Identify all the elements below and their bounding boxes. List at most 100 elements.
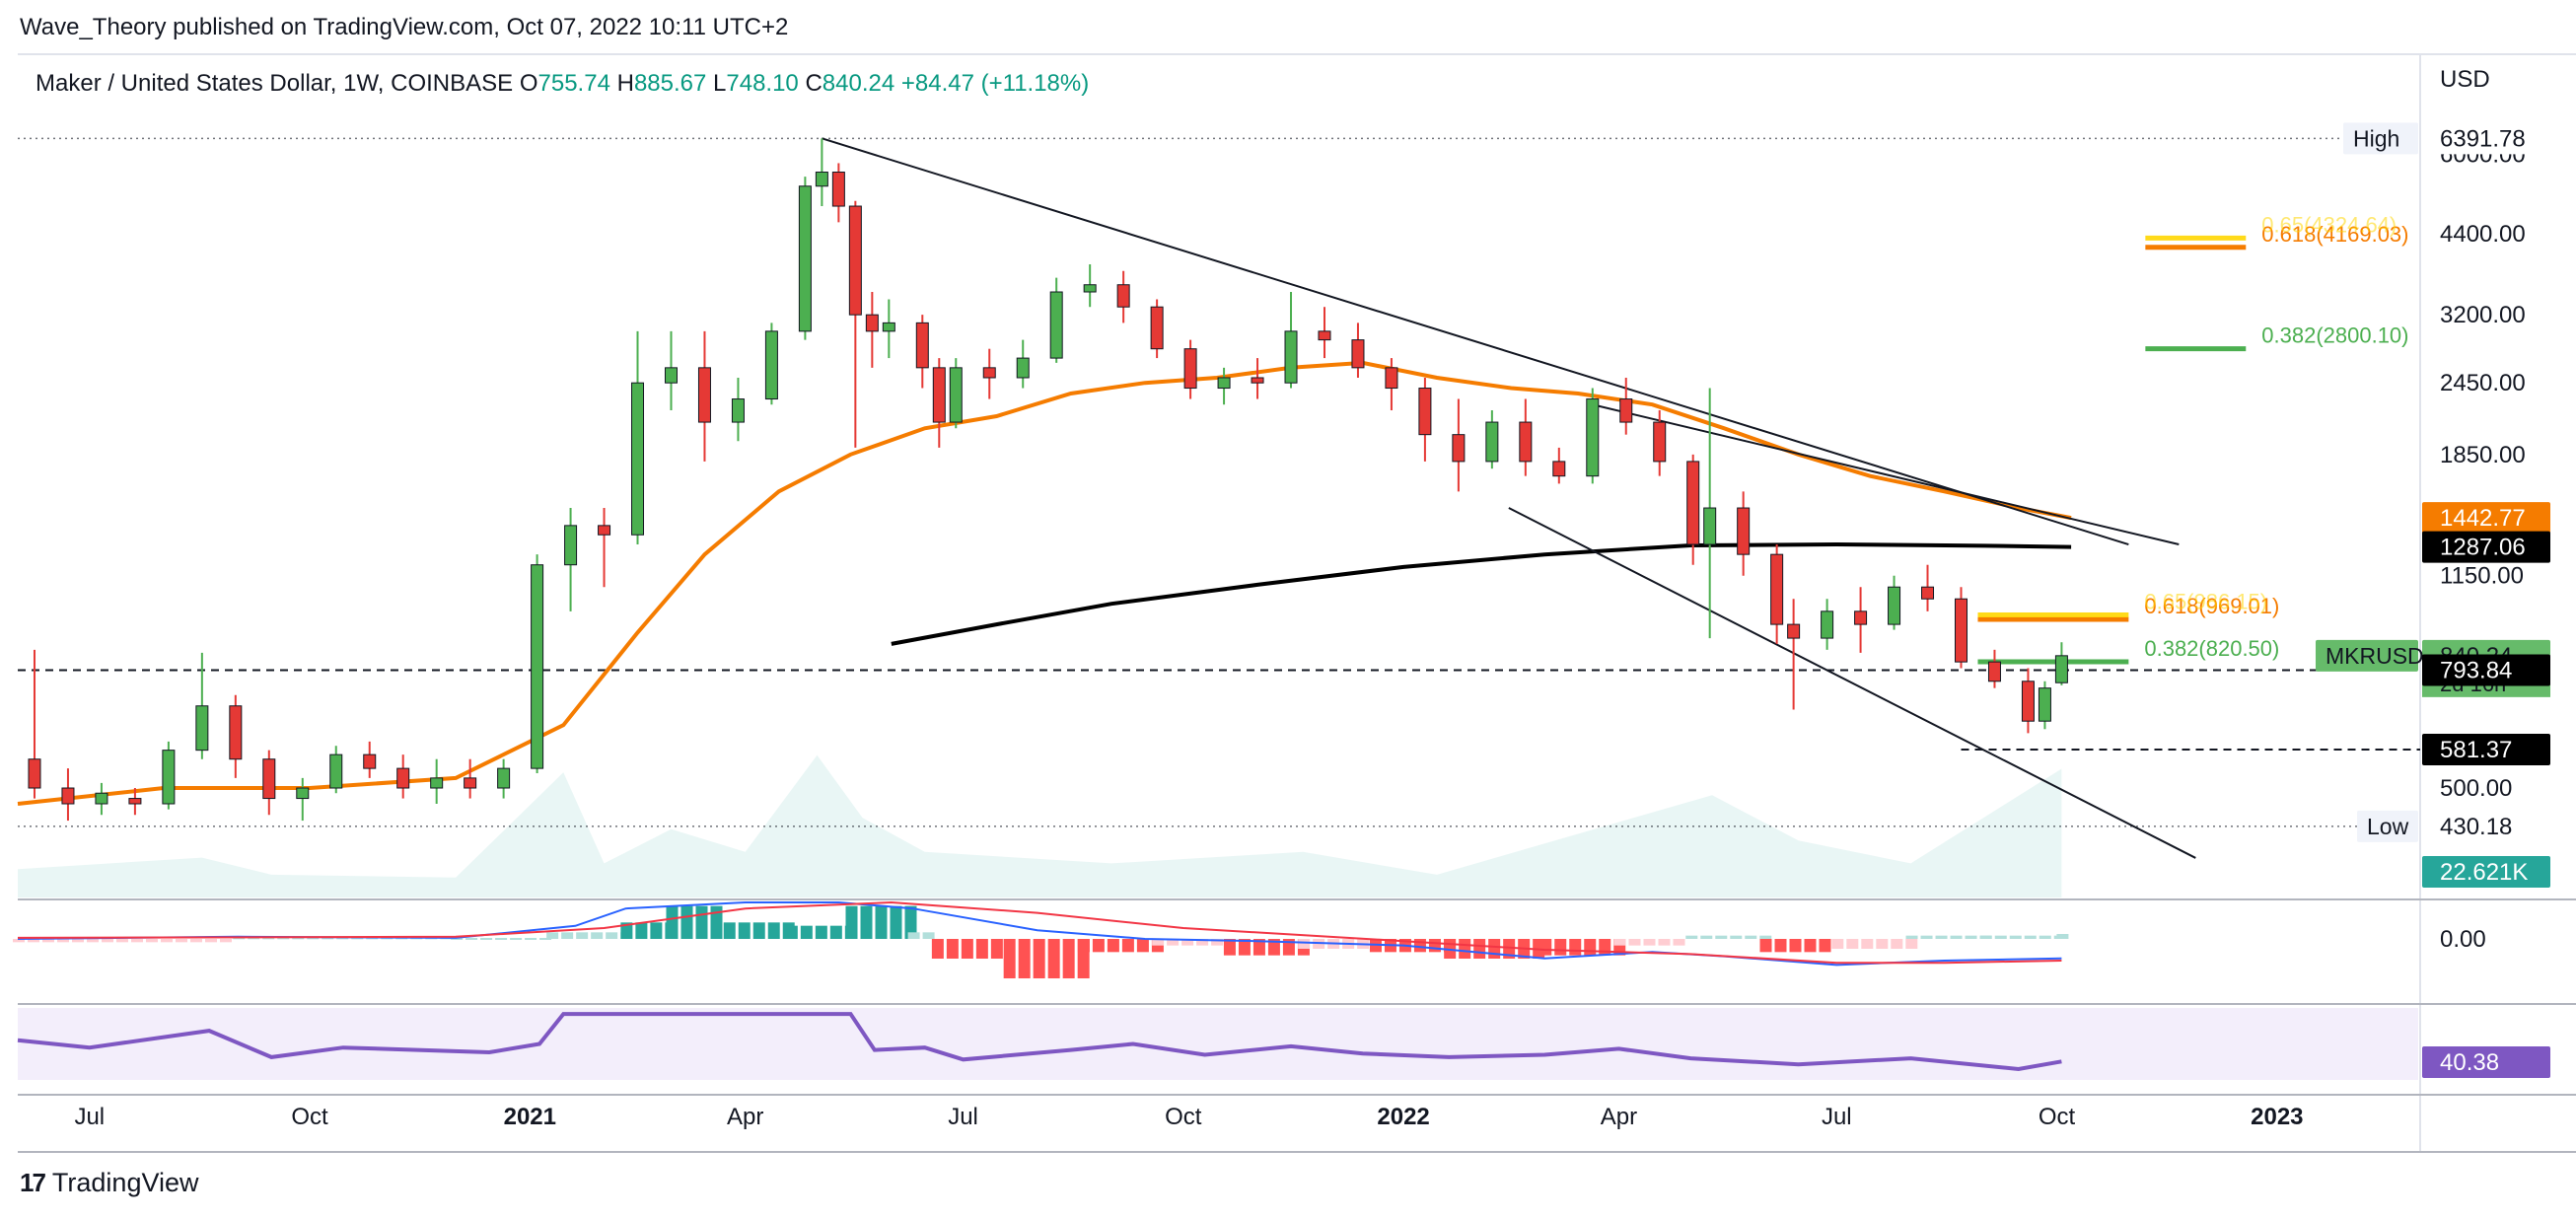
- candle-body: [598, 525, 611, 536]
- price-badge: [2422, 856, 2550, 888]
- macd-histogram-bar: [2039, 935, 2051, 939]
- macd-histogram-bar: [1539, 939, 1552, 956]
- macd-histogram-bar: [1715, 935, 1728, 939]
- ohlc-key: O: [520, 70, 538, 97]
- macd-histogram-bar: [1730, 935, 1743, 939]
- candle-body: [564, 525, 578, 566]
- time-tick-label: Jul: [74, 1104, 105, 1130]
- time-axis: Jul Oct 2021 Apr Jul Oct 2022 Apr Jul Oct 2023: [74, 1104, 2303, 1130]
- volume-pane: [18, 754, 2062, 897]
- macd-histogram-bar: [1905, 939, 1918, 949]
- candle-body: [1586, 398, 1600, 477]
- macd-histogram-bar: [961, 939, 973, 959]
- macd-histogram-bar: [1643, 939, 1656, 946]
- macd-histogram-bar: [650, 922, 663, 939]
- footer: 17 TradingView: [20, 1168, 199, 1198]
- candle-body: [430, 777, 444, 789]
- symbol-line: Maker / United States Dollar, 1W, COINBA…: [36, 70, 1089, 97]
- candle-body: [1770, 553, 1784, 625]
- macd-histogram-bar: [1473, 939, 1486, 959]
- candle-body: [2038, 687, 2051, 722]
- volume-area: [18, 754, 2062, 897]
- macd-histogram-bar: [336, 937, 349, 940]
- candle-body: [531, 564, 544, 769]
- price-badge: [2422, 734, 2550, 766]
- macd-histogram-bar: [1831, 939, 1844, 949]
- fib-level-label: 0.65(986.15): [2144, 589, 2267, 613]
- candle-body: [95, 792, 108, 805]
- macd-histogram-bar: [146, 939, 158, 943]
- candle-body: [932, 367, 946, 423]
- macd-histogram-bar: [907, 932, 920, 939]
- candle-body: [262, 758, 276, 800]
- fib-level-label: 0.618(4169.03): [2261, 222, 2408, 247]
- candle-body: [1485, 421, 1499, 463]
- price-badge-label: 22.621K: [2440, 859, 2528, 886]
- time-tick-label: 2022: [1377, 1104, 1429, 1130]
- macd-histogram-bar: [829, 925, 842, 939]
- ohlc-key: L: [713, 70, 726, 97]
- macd-histogram-bar: [1861, 939, 1874, 949]
- candle-body: [1987, 661, 2001, 682]
- macd-histogram-bar: [1018, 939, 1031, 978]
- macd-histogram-bar: [1673, 939, 1685, 946]
- candle-body: [61, 787, 75, 805]
- macd-histogram-bar: [322, 937, 334, 940]
- macd-histogram-bar: [1759, 939, 1772, 953]
- candle-body: [1519, 421, 1533, 463]
- fib-level-label: 0.618(969.01): [2144, 594, 2279, 618]
- tradingview-logo-icon: 17: [20, 1168, 46, 1197]
- macd-histogram-bar: [767, 922, 780, 939]
- candle-body: [2054, 655, 2068, 683]
- trendline-lower: [1508, 507, 2196, 859]
- macd-histogram-bar: [561, 932, 574, 939]
- candle-body: [1686, 461, 1700, 545]
- rsi-band: [18, 1008, 2418, 1080]
- macd-histogram-bar: [931, 939, 944, 959]
- candle-body: [764, 330, 778, 400]
- price-badge: [2422, 122, 2550, 155]
- ohlc-value: 840.24: [823, 70, 901, 97]
- macd-histogram-bar: [1077, 939, 1090, 953]
- candle-body: [1452, 434, 1466, 463]
- footer-brand: TradingView: [51, 1168, 199, 1197]
- fib-level-label: 0.65(4324.64): [2261, 212, 2397, 237]
- macd-histogram-bar: [904, 905, 917, 939]
- macd-histogram-bar: [1136, 939, 1149, 953]
- candle-body: [1083, 284, 1097, 293]
- macd-histogram-bar: [1211, 939, 1224, 946]
- candle-body: [195, 705, 209, 752]
- macd-histogram-bar: [1267, 939, 1280, 956]
- macd-histogram-bar: [1488, 939, 1501, 959]
- price-badge-tag-label: High: [2353, 125, 2399, 151]
- candle-body: [1385, 367, 1398, 390]
- macd-histogram-bar: [1107, 939, 1119, 953]
- macd-histogram-bar: [42, 939, 54, 943]
- price-badge: [2422, 654, 2550, 686]
- candle-body: [464, 777, 477, 789]
- macd-histogram-bar: [451, 938, 464, 940]
- candle-body: [949, 367, 963, 423]
- candle-body: [1116, 284, 1130, 308]
- ohlc-value: +84.47 (+11.18%): [901, 70, 1089, 97]
- candle-body: [1787, 623, 1801, 639]
- macd-histogram-bar: [591, 932, 604, 939]
- macd-histogram-bar: [1167, 939, 1180, 946]
- macd-histogram-bar: [1774, 939, 1787, 953]
- candle-body: [1351, 339, 1365, 369]
- macd-histogram-bar: [1613, 939, 1626, 946]
- macd-histogram-bar: [1950, 935, 1963, 939]
- price-badge: [2422, 810, 2550, 842]
- macd-histogram-bar: [860, 905, 873, 939]
- macd-histogram-bar: [13, 939, 25, 943]
- rsi-pane: [17, 1008, 2418, 1080]
- price-badge-tag: [2357, 810, 2418, 842]
- price-tick-label: 2450.00: [2440, 370, 2526, 396]
- candle-body: [1418, 388, 1432, 436]
- macd-histogram-bar: [1428, 939, 1441, 953]
- macd-histogram-bar: [1033, 939, 1045, 978]
- macd-histogram-bar: [815, 925, 827, 939]
- macd-histogram-bar: [1252, 939, 1265, 956]
- macd-pane: [13, 900, 2069, 978]
